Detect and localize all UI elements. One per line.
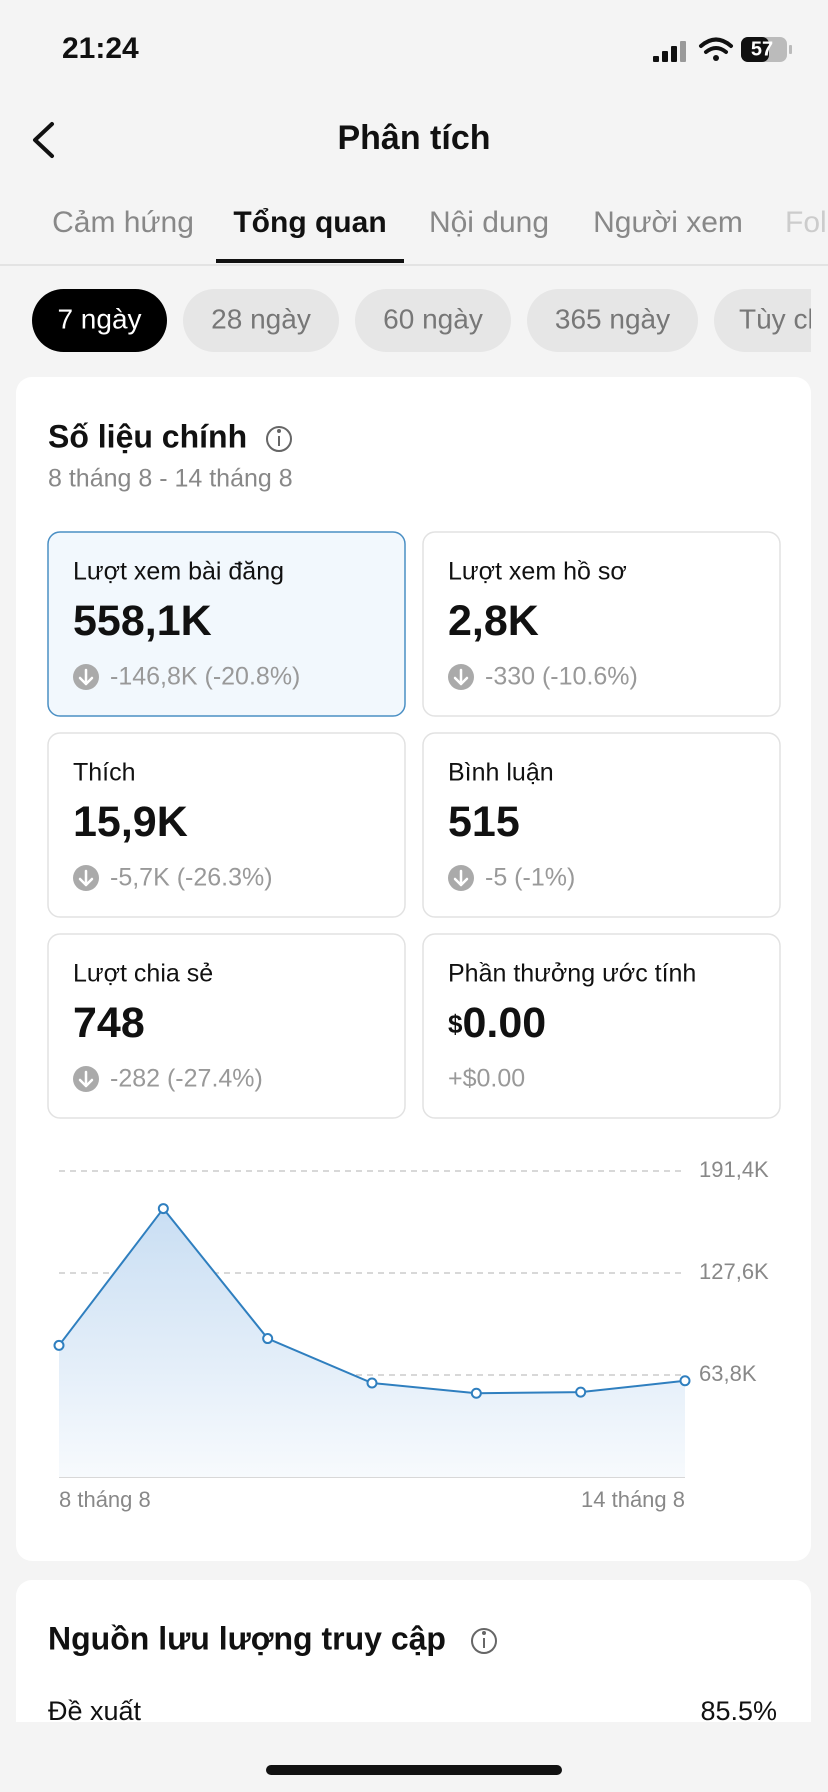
metric-box[interactable] <box>47 531 406 717</box>
traffic-value: 85.5% <box>700 1696 777 1726</box>
icon-arrow <box>78 668 94 686</box>
metric-label: Bình luận <box>448 759 554 787</box>
metric-delta: -330 (-10.6%) <box>485 663 638 691</box>
traffic-title: Nguồn lưu lượng truy cập <box>48 1620 446 1656</box>
data-point <box>679 1375 691 1387</box>
metric-value: 558,1K <box>73 597 212 645</box>
trend-down-icon <box>73 1066 99 1092</box>
metric-value-text: 15,9K <box>73 798 188 846</box>
metric-value-text: 2,8K <box>448 597 539 645</box>
y-tick-label: 127,6K <box>699 1259 769 1284</box>
metrics-grid: Lượt xem bài đăng 558,1K -146,8K (-20.8%) L… <box>47 531 781 1119</box>
metric-value: 2,8K <box>448 597 539 645</box>
metric-value: 748 <box>73 999 145 1047</box>
traffic-label: Đề xuất <box>48 1696 142 1726</box>
card-title: Số liệu chính <box>48 418 247 454</box>
metric-value-text: 558,1K <box>73 597 212 645</box>
data-point <box>262 1333 274 1345</box>
line-chart: 63,8K 127,6K 191,4K 8 tháng 8 14 tháng 8 <box>53 1157 769 1512</box>
period-pill[interactable] <box>714 289 828 352</box>
metric-value: 515 <box>448 798 520 846</box>
metric-label: Phần thưởng ước tính <box>448 960 696 988</box>
metric-box[interactable] <box>47 933 406 1119</box>
metric-box[interactable] <box>422 531 781 717</box>
metric-label: Lượt xem bài đăng <box>73 558 284 586</box>
traffic-rows: Đề xuất 85.5% <box>48 1696 777 1726</box>
page-title: Phân tích <box>337 119 490 157</box>
period-selector: 7 ngày 28 ngày 60 ngày 365 ngày Tùy ch <box>32 289 828 352</box>
metric-value: $0.00 <box>448 999 546 1047</box>
metric-currency: $ <box>448 1009 463 1039</box>
metric-delta: +$0.00 <box>448 1065 525 1093</box>
trend-down-icon <box>448 865 474 891</box>
metric-box[interactable] <box>422 732 781 918</box>
x-tick-label: 8 tháng 8 <box>59 1487 151 1512</box>
metric-label: Lượt xem hồ sơ <box>448 558 627 586</box>
data-point <box>470 1387 482 1399</box>
icon-arrow <box>78 1070 94 1088</box>
metric-box[interactable] <box>47 732 406 918</box>
tab[interactable]: Nội dung <box>429 206 549 239</box>
period-pill[interactable] <box>32 289 167 352</box>
icon-arrow <box>78 869 94 887</box>
bottom-bar <box>0 1722 828 1792</box>
info-icon[interactable] <box>266 426 292 452</box>
period-label[interactable]: Tùy ch <box>739 303 823 334</box>
y-tick-label: 191,4K <box>699 1157 769 1182</box>
trend-down-icon <box>73 865 99 891</box>
icon-arrow <box>453 869 469 887</box>
icon-arrow <box>453 668 469 686</box>
tab-underline <box>216 259 404 263</box>
metric-box[interactable] <box>422 933 781 1119</box>
y-tick-label: 63,8K <box>699 1361 757 1386</box>
metric-value: 15,9K <box>73 798 188 846</box>
period-label[interactable]: 365 ngày <box>555 303 670 334</box>
battery-icon <box>741 37 792 62</box>
metric-label: Lượt chia sẻ <box>73 960 213 988</box>
metric-label: Thích <box>73 759 136 787</box>
metric-delta: -146,8K (-20.8%) <box>110 663 300 691</box>
metric-delta: -5 (-1%) <box>485 864 575 892</box>
tab[interactable]: Cảm hứng <box>52 206 194 239</box>
metric-delta: -282 (-27.4%) <box>110 1065 263 1093</box>
back-button[interactable] <box>33 122 54 158</box>
data-point <box>366 1377 378 1389</box>
tabs: Cảm hứng Tổng quan Nội dung Người xem Fol <box>52 206 827 263</box>
period-pill[interactable] <box>527 289 698 352</box>
metric-value-text: 515 <box>448 798 520 846</box>
battery-level: 57 <box>751 38 773 60</box>
wifi-icon <box>699 37 733 61</box>
status-time: 21:24 <box>62 32 139 65</box>
metric-delta: -5,7K (-26.3%) <box>110 864 273 892</box>
data-point <box>575 1386 587 1398</box>
signal-icon <box>653 41 686 62</box>
tab[interactable]: Tổng quan <box>233 206 386 239</box>
date-range: 8 tháng 8 - 14 tháng 8 <box>48 465 293 493</box>
period-label[interactable]: 60 ngày <box>383 303 483 334</box>
period-label[interactable]: 7 ngày <box>57 303 141 334</box>
metric-value-text: 0.00 <box>462 999 546 1047</box>
period-label[interactable]: 28 ngày <box>211 303 311 334</box>
data-point <box>157 1203 169 1215</box>
trend-down-icon <box>73 664 99 690</box>
info-icon[interactable] <box>471 1628 497 1654</box>
tab[interactable]: Fol <box>785 206 827 239</box>
data-point <box>53 1339 65 1351</box>
home-indicator <box>266 1765 562 1775</box>
x-tick-label: 14 tháng 8 <box>581 1487 685 1512</box>
tab[interactable]: Người xem <box>593 206 743 239</box>
period-pill[interactable] <box>355 289 511 352</box>
area <box>59 1208 685 1477</box>
period-pill[interactable] <box>183 289 339 352</box>
trend-down-icon <box>448 664 474 690</box>
metric-value-text: 748 <box>73 999 145 1047</box>
